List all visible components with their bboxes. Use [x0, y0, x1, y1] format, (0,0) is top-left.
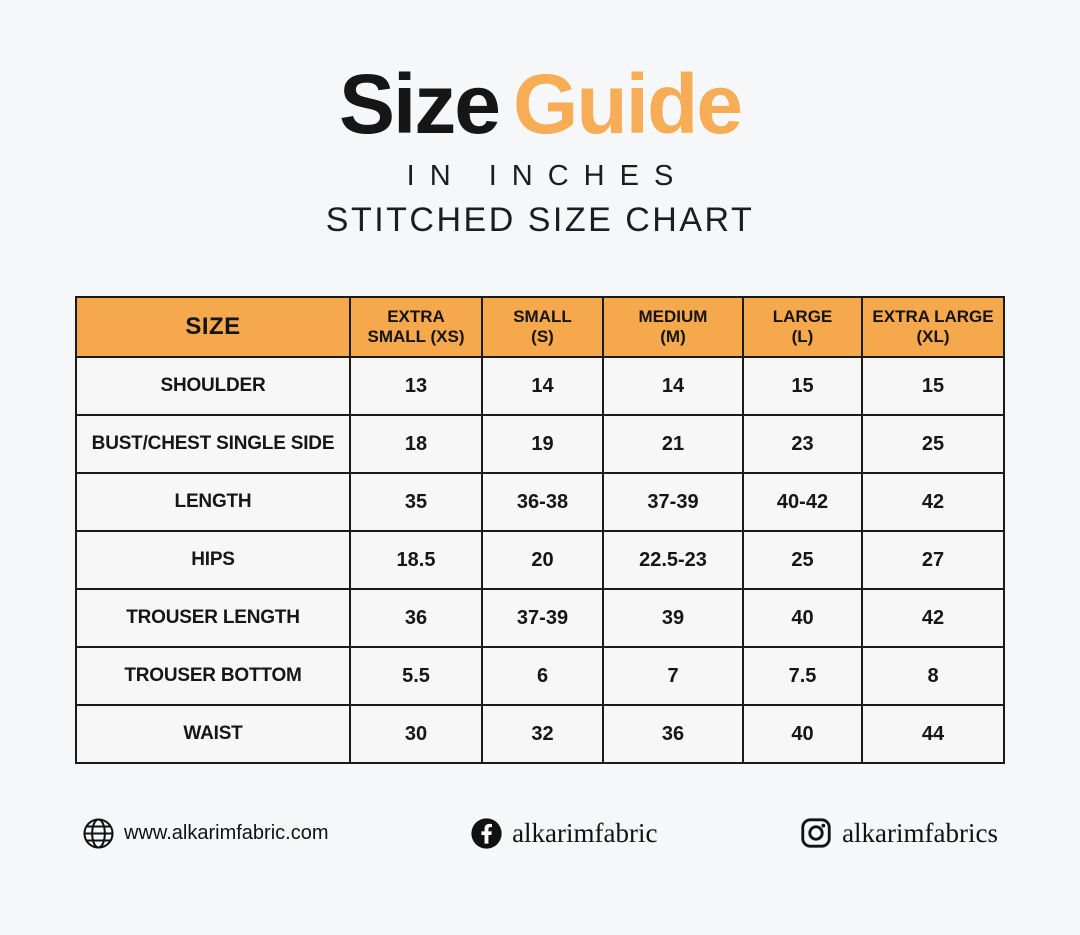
- footer-instagram: alkarimfabrics: [799, 816, 998, 850]
- cell-value: 25: [742, 530, 863, 590]
- cell-value: 22.5-23: [602, 530, 744, 590]
- cell-value: 36: [602, 704, 744, 764]
- footer: www.alkarimfabric.com alkarimfabric alka…: [0, 816, 1080, 850]
- cell-value: 27: [861, 530, 1005, 590]
- cell-value: 37-39: [602, 472, 744, 532]
- row-label: SHOULDER: [75, 356, 351, 416]
- footer-website: www.alkarimfabric.com: [82, 817, 328, 850]
- table-row-trouser-length: TROUSER LENGTH 36 37-39 39 40 42: [75, 588, 1005, 648]
- size-chart-table: SIZE EXTRA SMALL (XS) SMALL (S) MEDIUM (M) …: [75, 296, 1005, 764]
- subtitle-stitched-size-chart: STITCHED SIZE CHART: [325, 201, 755, 239]
- column-header-extra-small: EXTRA SMALL (XS): [349, 296, 483, 358]
- column-header-extra-large: EXTRA LARGE (XL): [861, 296, 1005, 358]
- cell-value: 5.5: [349, 646, 483, 706]
- cell-value: 36-38: [481, 472, 604, 532]
- cell-value: 42: [861, 588, 1005, 648]
- cell-value: 15: [861, 356, 1005, 416]
- table-header-row: SIZE EXTRA SMALL (XS) SMALL (S) MEDIUM (M) …: [75, 296, 1005, 358]
- row-label: TROUSER LENGTH: [75, 588, 351, 648]
- cell-value: 42: [861, 472, 1005, 532]
- cell-value: 14: [481, 356, 604, 416]
- cell-value: 7.5: [742, 646, 863, 706]
- column-header-size: SIZE: [75, 296, 351, 358]
- row-label: BUST/CHEST SINGLE SIDE: [75, 414, 351, 474]
- facebook-handle: alkarimfabric: [512, 817, 658, 848]
- cell-value: 18.5: [349, 530, 483, 590]
- cell-value: 7: [602, 646, 744, 706]
- globe-icon: [82, 817, 115, 850]
- instagram-icon: [799, 816, 833, 850]
- cell-value: 44: [861, 704, 1005, 764]
- column-header-small: SMALL (S): [481, 296, 604, 358]
- cell-value: 25: [861, 414, 1005, 474]
- cell-value: 23: [742, 414, 863, 474]
- cell-value: 32: [481, 704, 604, 764]
- cell-value: 19: [481, 414, 604, 474]
- footer-facebook: alkarimfabric: [470, 817, 657, 850]
- page-title: Size Guide: [0, 62, 1080, 146]
- subtitle-in-inches: IN INCHES: [406, 160, 689, 192]
- cell-value: 13: [349, 356, 483, 416]
- cell-value: 14: [602, 356, 744, 416]
- facebook-icon: [470, 817, 503, 850]
- row-label: TROUSER BOTTOM: [75, 646, 351, 706]
- cell-value: 39: [602, 588, 744, 648]
- table-row-shoulder: SHOULDER 13 14 14 15 15: [75, 356, 1005, 416]
- title-block: Size Guide IN INCHES STITCHED SIZE CHART: [0, 0, 1080, 240]
- cell-value: 21: [602, 414, 744, 474]
- table-row-length: LENGTH 35 36-38 37-39 40-42 42: [75, 472, 1005, 532]
- cell-value: 20: [481, 530, 604, 590]
- cell-value: 8: [861, 646, 1005, 706]
- cell-value: 30: [349, 704, 483, 764]
- row-label: WAIST: [75, 704, 351, 764]
- website-url: www.alkarimfabric.com: [124, 821, 329, 844]
- cell-value: 35: [349, 472, 483, 532]
- table-row-waist: WAIST 30 32 36 40 44: [75, 704, 1005, 764]
- cell-value: 15: [742, 356, 863, 416]
- table-row-hips: HIPS 18.5 20 22.5-23 25 27: [75, 530, 1005, 590]
- instagram-handle: alkarimfabrics: [842, 817, 998, 848]
- title-word-guide: Guide: [513, 57, 743, 151]
- row-label: HIPS: [75, 530, 351, 590]
- cell-value: 6: [481, 646, 604, 706]
- table-row-bust-chest: BUST/CHEST SINGLE SIDE 18 19 21 23 25: [75, 414, 1005, 474]
- column-header-large: LARGE (L): [742, 296, 863, 358]
- cell-value: 37-39: [481, 588, 604, 648]
- cell-value: 18: [349, 414, 483, 474]
- table-row-trouser-bottom: TROUSER BOTTOM 5.5 6 7 7.5 8: [75, 646, 1005, 706]
- row-label: LENGTH: [75, 472, 351, 532]
- cell-value: 36: [349, 588, 483, 648]
- cell-value: 40: [742, 588, 863, 648]
- cell-value: 40-42: [742, 472, 863, 532]
- cell-value: 40: [742, 704, 863, 764]
- column-header-medium: MEDIUM (M): [602, 296, 744, 358]
- title-word-size: Size: [338, 57, 501, 151]
